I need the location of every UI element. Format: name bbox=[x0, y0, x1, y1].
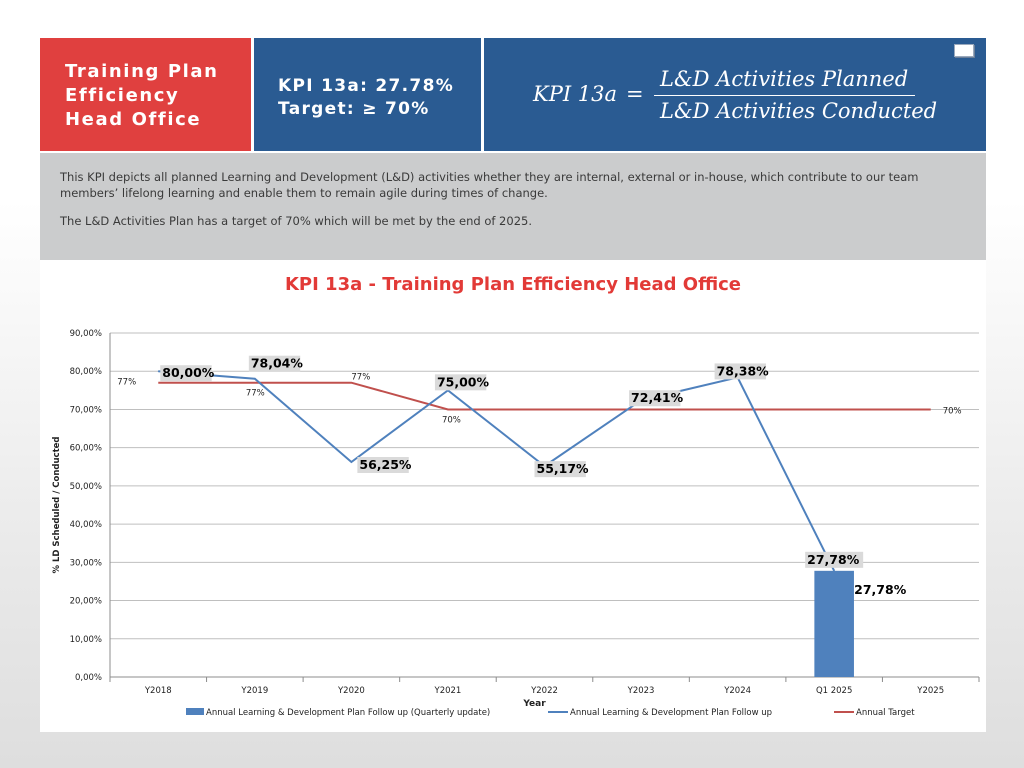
line-data-label: 78,38% bbox=[717, 363, 770, 378]
data-label-box bbox=[714, 363, 767, 380]
line-data-label: 56,25% bbox=[359, 457, 412, 472]
comment-icon[interactable] bbox=[954, 44, 974, 57]
bar-data-label: 27,78% bbox=[807, 552, 860, 567]
kpi-block: KPI 13a: 27.78% Target: ≥ 70% bbox=[254, 38, 481, 151]
y-tick-label: 60,00% bbox=[70, 444, 102, 454]
x-axis-title: Year bbox=[522, 699, 546, 709]
x-tick-label: Y2020 bbox=[337, 686, 365, 696]
y-tick-label: 50,00% bbox=[70, 482, 102, 492]
formula-denominator: L&D Activities Conducted bbox=[660, 99, 938, 123]
target-data-label: 70% bbox=[442, 415, 461, 425]
formula-equals: = bbox=[626, 82, 644, 106]
data-label-box bbox=[357, 457, 409, 473]
y-tick-label: 20,00% bbox=[70, 597, 102, 607]
y-tick-label: 40,00% bbox=[70, 520, 102, 530]
legend-swatch-bar bbox=[186, 708, 204, 715]
x-tick-label: Y2024 bbox=[723, 686, 751, 696]
line-data-label: 80,00% bbox=[162, 365, 215, 380]
x-tick-label: Q1 2025 bbox=[816, 686, 852, 696]
line-data-label: 27,78% bbox=[854, 582, 907, 597]
y-tick-label: 10,00% bbox=[70, 635, 102, 645]
title-block: Training Plan Efficiency Head Office bbox=[40, 38, 251, 151]
line-data-label: 72,41% bbox=[631, 390, 684, 405]
chart-title: KPI 13a - Training Plan Efficiency Head … bbox=[284, 274, 742, 295]
formula-numerator: L&D Activities Planned bbox=[660, 67, 909, 91]
data-label-box bbox=[805, 551, 864, 568]
line-point bbox=[254, 378, 256, 380]
data-label-box bbox=[160, 365, 212, 382]
description-paragraph-1: This KPI depicts all planned Learning an… bbox=[60, 170, 919, 200]
target-data-label: 77% bbox=[117, 378, 136, 388]
data-label-box bbox=[534, 461, 586, 478]
fraction-bar bbox=[654, 95, 915, 96]
legend-label-bar: Annual Learning & Development Plan Follo… bbox=[206, 708, 490, 718]
line-data-label: 55,17% bbox=[537, 461, 590, 476]
data-label-box bbox=[434, 374, 487, 391]
y-tick-label: 30,00% bbox=[70, 558, 102, 568]
y-tick-label: 90,00% bbox=[70, 329, 102, 339]
formula-lhs: KPI 13a bbox=[533, 82, 618, 106]
line-data-label: 75,00% bbox=[437, 374, 490, 389]
slide: Training Plan Efficiency Head Office KPI… bbox=[40, 38, 986, 732]
description-panel: This KPI depicts all planned Learning an… bbox=[40, 153, 986, 260]
target-line bbox=[158, 381, 931, 411]
x-tick-label: Y2025 bbox=[916, 686, 944, 696]
y-tick-label: 0,00% bbox=[75, 673, 102, 683]
x-tick-label: Y2022 bbox=[530, 686, 558, 696]
target-data-label: 77% bbox=[246, 389, 265, 399]
x-tick-label: Y2023 bbox=[627, 686, 655, 696]
formula-block: KPI 13a = L&D Activities Planned L&D Act… bbox=[484, 38, 986, 151]
data-label-box bbox=[248, 355, 301, 372]
title-line-3: Head Office bbox=[65, 109, 202, 130]
y-tick-label: 70,00% bbox=[70, 405, 102, 415]
x-tick-label: Y2018 bbox=[144, 686, 172, 696]
y-axis-title: % LD Scheduled / Conducted bbox=[52, 436, 62, 573]
data-label-box bbox=[629, 390, 681, 407]
x-tick-label: Y2021 bbox=[434, 686, 462, 696]
line-data-label: 78,04% bbox=[251, 356, 304, 371]
y-tick-label: 80,00% bbox=[70, 367, 102, 377]
title-line-2: Efficiency bbox=[65, 85, 180, 106]
x-tick-label: Y2019 bbox=[240, 686, 268, 696]
target-data-label: 77% bbox=[351, 373, 370, 383]
description-paragraph-2: The L&D Activities Plan has a target of … bbox=[60, 214, 532, 228]
kpi-value: KPI 13a: 27.78% bbox=[278, 76, 455, 96]
target-data-label: 70% bbox=[943, 406, 962, 416]
bar bbox=[814, 570, 854, 677]
title-line-1: Training Plan bbox=[65, 61, 219, 82]
kpi-target: Target: ≥ 70% bbox=[278, 99, 430, 119]
legend-label-line: Annual Learning & Development Plan Follo… bbox=[570, 708, 772, 718]
legend-label-target: Annual Target bbox=[856, 708, 915, 718]
line-point bbox=[157, 370, 159, 372]
line-point bbox=[833, 570, 835, 572]
actual-line bbox=[158, 370, 836, 572]
line-point bbox=[350, 461, 352, 463]
